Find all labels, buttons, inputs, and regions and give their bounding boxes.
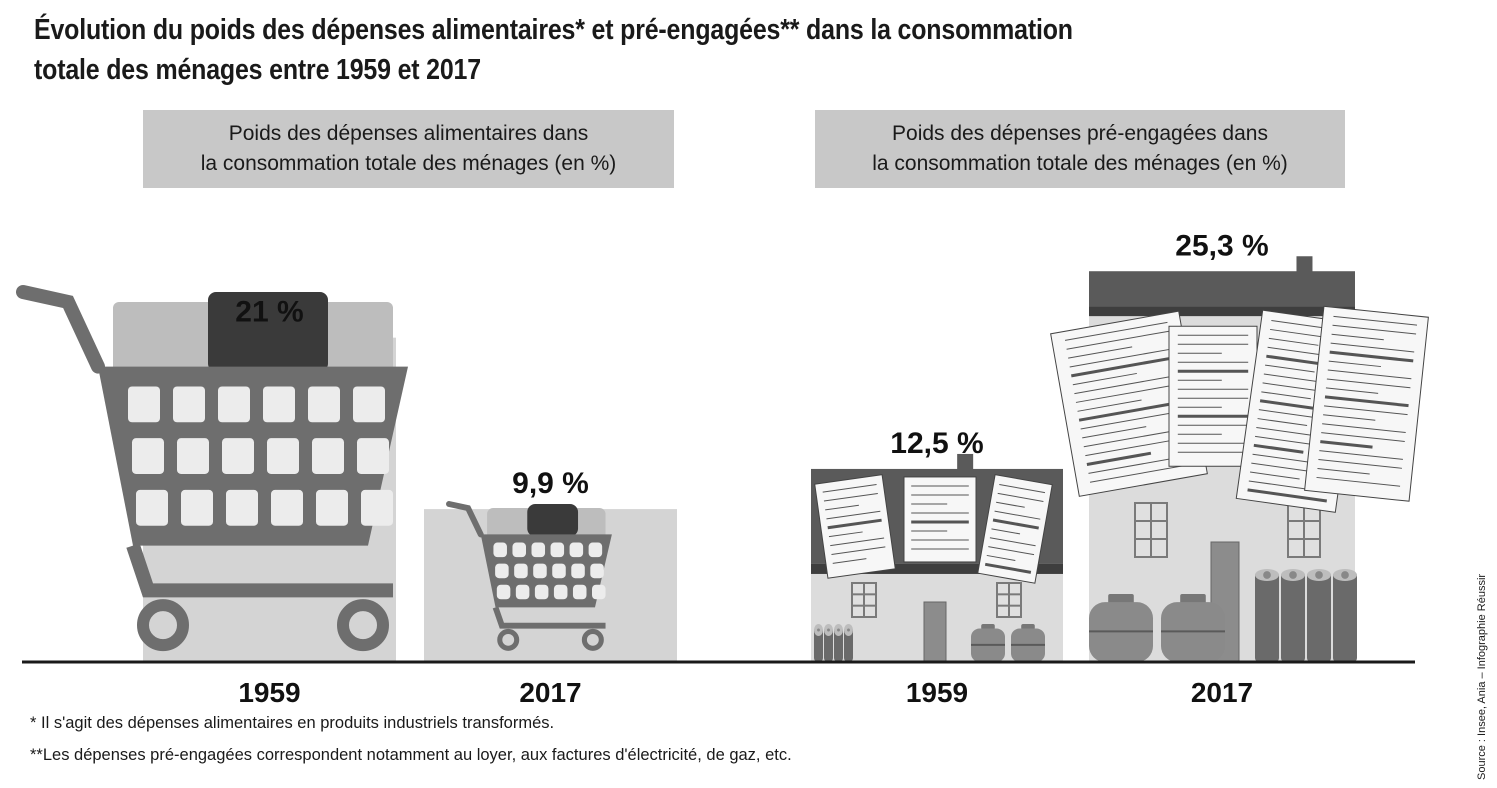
- committed-header-line-2: la consommation totale des ménages (en %…: [872, 152, 1288, 175]
- window-icon: [1287, 502, 1321, 558]
- door-icon: [923, 601, 947, 663]
- value-label-0-0: 21 %: [235, 296, 303, 329]
- category-label-0-1: 2017: [519, 677, 581, 708]
- battery-icon: [1255, 569, 1279, 662]
- value-label-1-0: 12,5 %: [890, 427, 983, 460]
- gas-bottle-icon: [1161, 594, 1225, 662]
- food-header-line-2: la consommation totale des ménages (en %…: [200, 152, 617, 175]
- battery-icon: [814, 624, 823, 662]
- value-label-0-1: 9,9 %: [512, 467, 589, 500]
- battery-icon: [834, 624, 843, 662]
- bar-group-1-0: 12,5 % 1959: [811, 427, 1063, 708]
- battery-icon: [844, 624, 853, 662]
- footnote-committed: **Les dépenses pré-engagées corresponden…: [30, 746, 792, 764]
- shopping-cart-icon: [16, 285, 408, 652]
- category-label-0-0: 1959: [238, 677, 300, 708]
- battery-icon: [1333, 569, 1357, 662]
- shopping-cart-icon: [446, 501, 612, 651]
- title-line-2: totale des ménages entre 1959 et 2017: [34, 54, 481, 86]
- invoice-document-icon: [814, 474, 896, 579]
- battery-icon: [824, 624, 833, 662]
- bar-group-1-1: 25,3 % 2017: [1050, 229, 1429, 708]
- window-icon: [1134, 502, 1168, 558]
- gas-bottle-icon: [971, 624, 1005, 662]
- chart-title: Évolution du poids des dépenses alimenta…: [34, 10, 1073, 90]
- committed-panel-header: Poids des dépenses pré-engagées dans la …: [815, 110, 1345, 188]
- battery-icon: [1307, 569, 1331, 662]
- title-line-1: Évolution du poids des dépenses alimenta…: [34, 14, 1073, 46]
- source-credit: Source : Insee, Ania – Infographie Réuss…: [1476, 573, 1488, 780]
- door-icon: [1210, 541, 1240, 663]
- invoice-document-icon: [903, 476, 977, 563]
- window-icon: [996, 582, 1022, 618]
- invoice-document-icon: [1168, 325, 1258, 467]
- battery-icon: [1281, 569, 1305, 662]
- category-label-1-0: 1959: [906, 677, 968, 708]
- invoice-document-icon: [977, 474, 1053, 584]
- window-icon: [851, 582, 877, 618]
- committed-header-line-1: Poids des dépenses pré-engagées dans: [892, 122, 1268, 145]
- footnote-food: * Il s'agit des dépenses alimentaires en…: [30, 714, 555, 732]
- bar-group-0-0: 21 % 1959: [16, 285, 408, 708]
- bar-group-0-1: 9,9 % 2017: [424, 467, 677, 708]
- invoice-document-icon: [1304, 305, 1429, 502]
- food-header-line-1: Poids des dépenses alimentaires dans: [228, 122, 589, 145]
- category-label-1-1: 2017: [1191, 677, 1253, 708]
- gas-bottle-icon: [1011, 624, 1045, 662]
- gas-bottle-icon: [1089, 594, 1153, 662]
- value-label-1-1: 25,3 %: [1175, 229, 1268, 262]
- food-panel-header: Poids des dépenses alimentaires dans la …: [143, 110, 674, 188]
